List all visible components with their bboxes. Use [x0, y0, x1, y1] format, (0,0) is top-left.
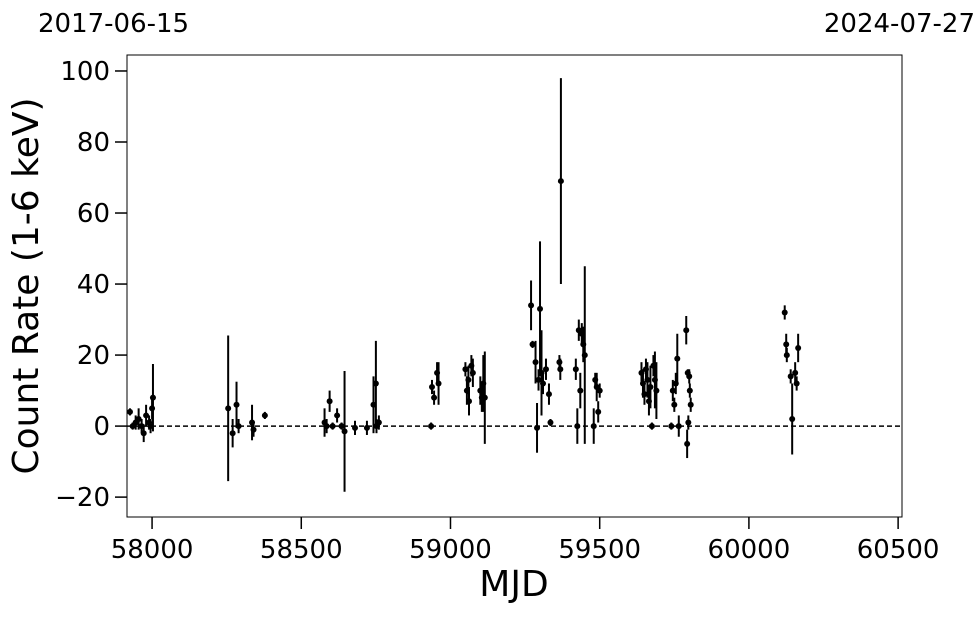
- x-axis-label: MJD: [479, 564, 548, 605]
- data-point: [363, 424, 370, 431]
- data-point: [428, 423, 435, 430]
- top-right-label: 2024-07-27: [824, 9, 975, 39]
- data-point: [668, 423, 675, 430]
- y-tick-label: 20: [77, 341, 110, 371]
- data-point: [590, 423, 597, 430]
- data-point: [789, 415, 796, 422]
- data-point: [781, 309, 788, 316]
- y-tick-label: 40: [77, 270, 110, 300]
- data-point: [528, 302, 535, 309]
- data-point: [535, 376, 542, 383]
- x-tick-label: 60000: [708, 535, 791, 565]
- data-point: [653, 387, 660, 394]
- data-point: [644, 376, 651, 383]
- data-point: [687, 401, 694, 408]
- data-point: [372, 380, 379, 387]
- data-point: [783, 341, 790, 348]
- data-point: [547, 419, 554, 426]
- data-point: [675, 423, 682, 430]
- data-point: [143, 412, 150, 419]
- plot-frame: [126, 54, 903, 518]
- data-point: [375, 419, 382, 426]
- y-tick-label: 0: [93, 412, 110, 442]
- data-point: [542, 366, 549, 373]
- data-point: [341, 428, 348, 435]
- data-point: [596, 387, 603, 394]
- x-tick-label: 60500: [857, 535, 940, 565]
- data-point: [465, 376, 472, 383]
- data-point: [334, 412, 341, 419]
- data-point: [261, 412, 268, 419]
- data-point: [641, 391, 648, 398]
- data-point: [326, 398, 333, 405]
- data-point: [323, 423, 330, 430]
- y-axis-label: Count Rate (1-6 keV): [6, 97, 47, 474]
- data-point: [431, 394, 438, 401]
- data-point: [469, 369, 476, 376]
- data-point: [537, 305, 544, 312]
- y-tick-label: 80: [77, 128, 110, 158]
- data-point: [595, 408, 602, 415]
- data-point: [135, 415, 142, 422]
- data-point: [545, 391, 552, 398]
- data-point: [683, 327, 690, 334]
- data-point: [647, 384, 654, 391]
- data-point: [574, 423, 581, 430]
- data-point: [783, 352, 790, 359]
- data-point: [795, 344, 802, 351]
- data-point: [233, 401, 240, 408]
- data-point: [140, 430, 147, 437]
- data-point: [428, 384, 435, 391]
- data-point: [685, 419, 692, 426]
- y-tick-label: −20: [55, 483, 110, 513]
- data-point: [351, 424, 358, 431]
- y-tick-label: 60: [77, 199, 110, 229]
- data-point: [529, 341, 536, 348]
- x-tick-label: 59000: [409, 535, 492, 565]
- data-point: [572, 366, 579, 373]
- data-point: [557, 178, 564, 185]
- x-tick-label: 58000: [111, 535, 194, 565]
- data-point: [532, 359, 539, 366]
- data-point: [435, 380, 442, 387]
- data-point: [577, 387, 584, 394]
- data-point: [338, 423, 345, 430]
- data-point: [462, 366, 469, 373]
- data-point: [149, 394, 156, 401]
- data-point: [539, 380, 546, 387]
- data-point: [229, 430, 236, 437]
- data-point: [686, 373, 693, 380]
- data-point: [674, 355, 681, 362]
- data-point: [792, 369, 799, 376]
- data-point: [671, 401, 678, 408]
- x-tick-label: 59500: [558, 535, 641, 565]
- y-tick-label: 100: [60, 57, 110, 87]
- data-point: [648, 423, 655, 430]
- data-point: [557, 366, 564, 373]
- data-point: [465, 398, 472, 405]
- data-point: [793, 380, 800, 387]
- x-tick-label: 58500: [260, 535, 343, 565]
- data-point: [787, 373, 794, 380]
- data-point: [481, 394, 488, 401]
- data-point: [329, 423, 336, 430]
- data-point: [686, 387, 693, 394]
- data-point: [684, 440, 691, 447]
- data-point: [250, 426, 257, 433]
- data-point: [126, 408, 133, 415]
- data-point: [669, 387, 676, 394]
- data-point: [235, 423, 242, 430]
- data-point: [534, 424, 541, 431]
- data-point: [581, 352, 588, 359]
- data-point: [225, 405, 232, 412]
- top-left-label: 2017-06-15: [38, 9, 189, 39]
